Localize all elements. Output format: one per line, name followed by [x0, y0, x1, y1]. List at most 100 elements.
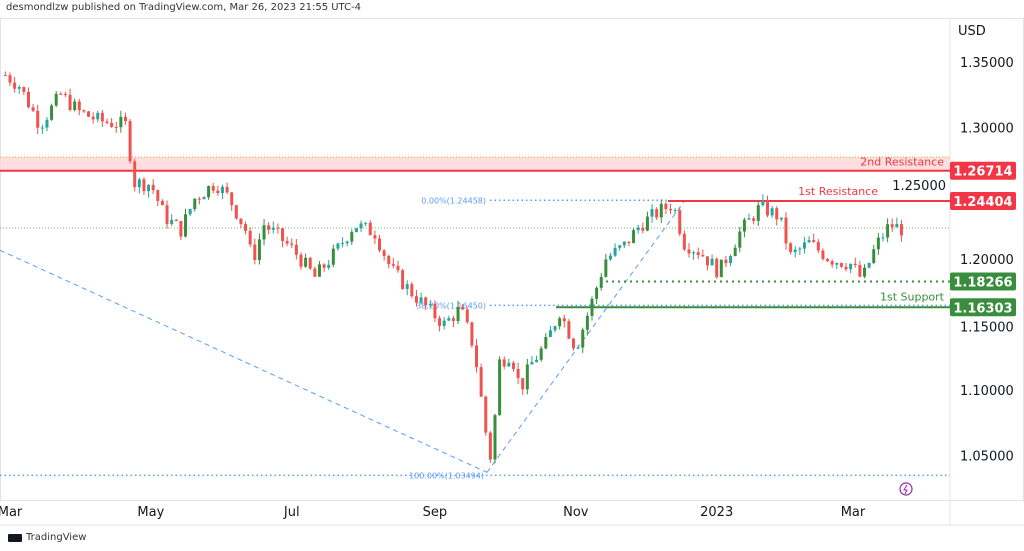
candle-body	[31, 107, 35, 111]
candle-body	[401, 270, 405, 289]
candle-body	[96, 112, 100, 120]
candle-body	[438, 318, 442, 326]
candle-body	[793, 249, 797, 253]
candle-body	[59, 93, 63, 95]
candle-body	[184, 214, 188, 237]
candle-body	[779, 217, 783, 220]
candle-body	[3, 75, 7, 77]
candle-body	[294, 244, 298, 255]
candle-body	[835, 263, 839, 265]
candle-body	[595, 287, 599, 299]
candle-body	[142, 179, 146, 192]
candle-body	[54, 93, 58, 106]
candle-body	[488, 432, 492, 460]
candle-body	[581, 329, 585, 348]
candle-body	[414, 296, 418, 303]
candle-body	[613, 247, 617, 256]
candle-body	[267, 225, 271, 230]
candle-body	[548, 330, 552, 338]
candle-body	[433, 304, 437, 319]
candle-body	[535, 359, 539, 363]
candle-body	[364, 222, 368, 224]
price-tag-2	[950, 272, 1016, 291]
candle-body	[863, 267, 867, 277]
candle-body	[73, 101, 77, 110]
candle-body	[650, 209, 654, 217]
candle-body	[87, 111, 91, 117]
y-tick-label: 1.25000	[892, 179, 946, 194]
candle-body	[244, 224, 248, 231]
candle-body	[179, 220, 183, 237]
candle-body	[327, 264, 331, 268]
candle-body	[230, 192, 234, 206]
candle-body	[701, 255, 705, 257]
candle-body	[899, 224, 903, 236]
candle-body	[137, 179, 141, 188]
candle-body	[645, 216, 649, 231]
level-label-2nd-resistance: 2nd Resistance	[860, 156, 944, 169]
price-tag-1	[950, 192, 1016, 211]
candle-body	[193, 198, 197, 210]
candle-body	[830, 261, 834, 265]
candle-body	[752, 218, 756, 221]
candle-body	[147, 184, 151, 192]
candle-body	[257, 239, 261, 261]
candle-body	[687, 249, 691, 254]
candle-body	[419, 297, 423, 303]
x-tick-label: Mar	[0, 505, 23, 520]
candle-body	[475, 345, 479, 368]
candle-body	[239, 218, 243, 225]
candle-body	[585, 315, 589, 330]
level-label-1st-support: 1st Support	[880, 290, 945, 303]
candle-body	[304, 257, 308, 267]
candle-body	[447, 318, 451, 321]
candle-body	[678, 210, 682, 234]
lightning-icon[interactable]	[899, 482, 913, 496]
candle-body	[636, 227, 640, 231]
candle-body	[484, 396, 488, 433]
candle-body	[100, 112, 104, 122]
candle-body	[396, 265, 400, 271]
price-tag-label: 1.24404	[953, 195, 1012, 210]
candle-body	[341, 243, 345, 245]
candle-body	[664, 203, 668, 209]
candle-body	[627, 241, 631, 244]
candle-body	[766, 200, 770, 216]
candle-body	[886, 224, 890, 238]
candle-body	[516, 368, 520, 379]
fib-label-0: 0.00%(1.24458)	[421, 196, 486, 205]
candle-body	[479, 367, 483, 397]
candle-body	[281, 228, 285, 241]
candle-body	[465, 309, 469, 323]
price-tag-3	[950, 298, 1016, 317]
candle-body	[784, 217, 788, 244]
candle-body	[391, 264, 395, 266]
candle-body	[775, 208, 779, 220]
candle-body	[553, 326, 557, 331]
candle-body	[770, 208, 774, 216]
candle-body	[470, 322, 474, 346]
tradingview-logo: TradingView	[8, 532, 86, 543]
candle-body	[299, 254, 303, 267]
candle-body	[336, 243, 340, 249]
x-tick-label: Sep	[423, 505, 448, 520]
candle-body	[632, 230, 636, 244]
candle-body	[659, 203, 663, 218]
candle-body	[558, 318, 562, 327]
candle-body	[890, 224, 894, 228]
candle-body	[331, 248, 335, 265]
candle-body	[756, 205, 760, 221]
resistance-zone	[0, 157, 950, 171]
candle-body	[13, 82, 17, 89]
candle-body	[373, 235, 377, 239]
candle-body	[608, 255, 612, 260]
candle-body	[428, 304, 432, 306]
candle-body	[715, 258, 719, 278]
candle-body	[82, 110, 86, 112]
candle-body	[590, 298, 594, 316]
candle-body	[290, 243, 294, 245]
candle-body	[622, 241, 626, 246]
x-tick-label: Nov	[563, 505, 589, 520]
candle-body	[729, 256, 733, 264]
